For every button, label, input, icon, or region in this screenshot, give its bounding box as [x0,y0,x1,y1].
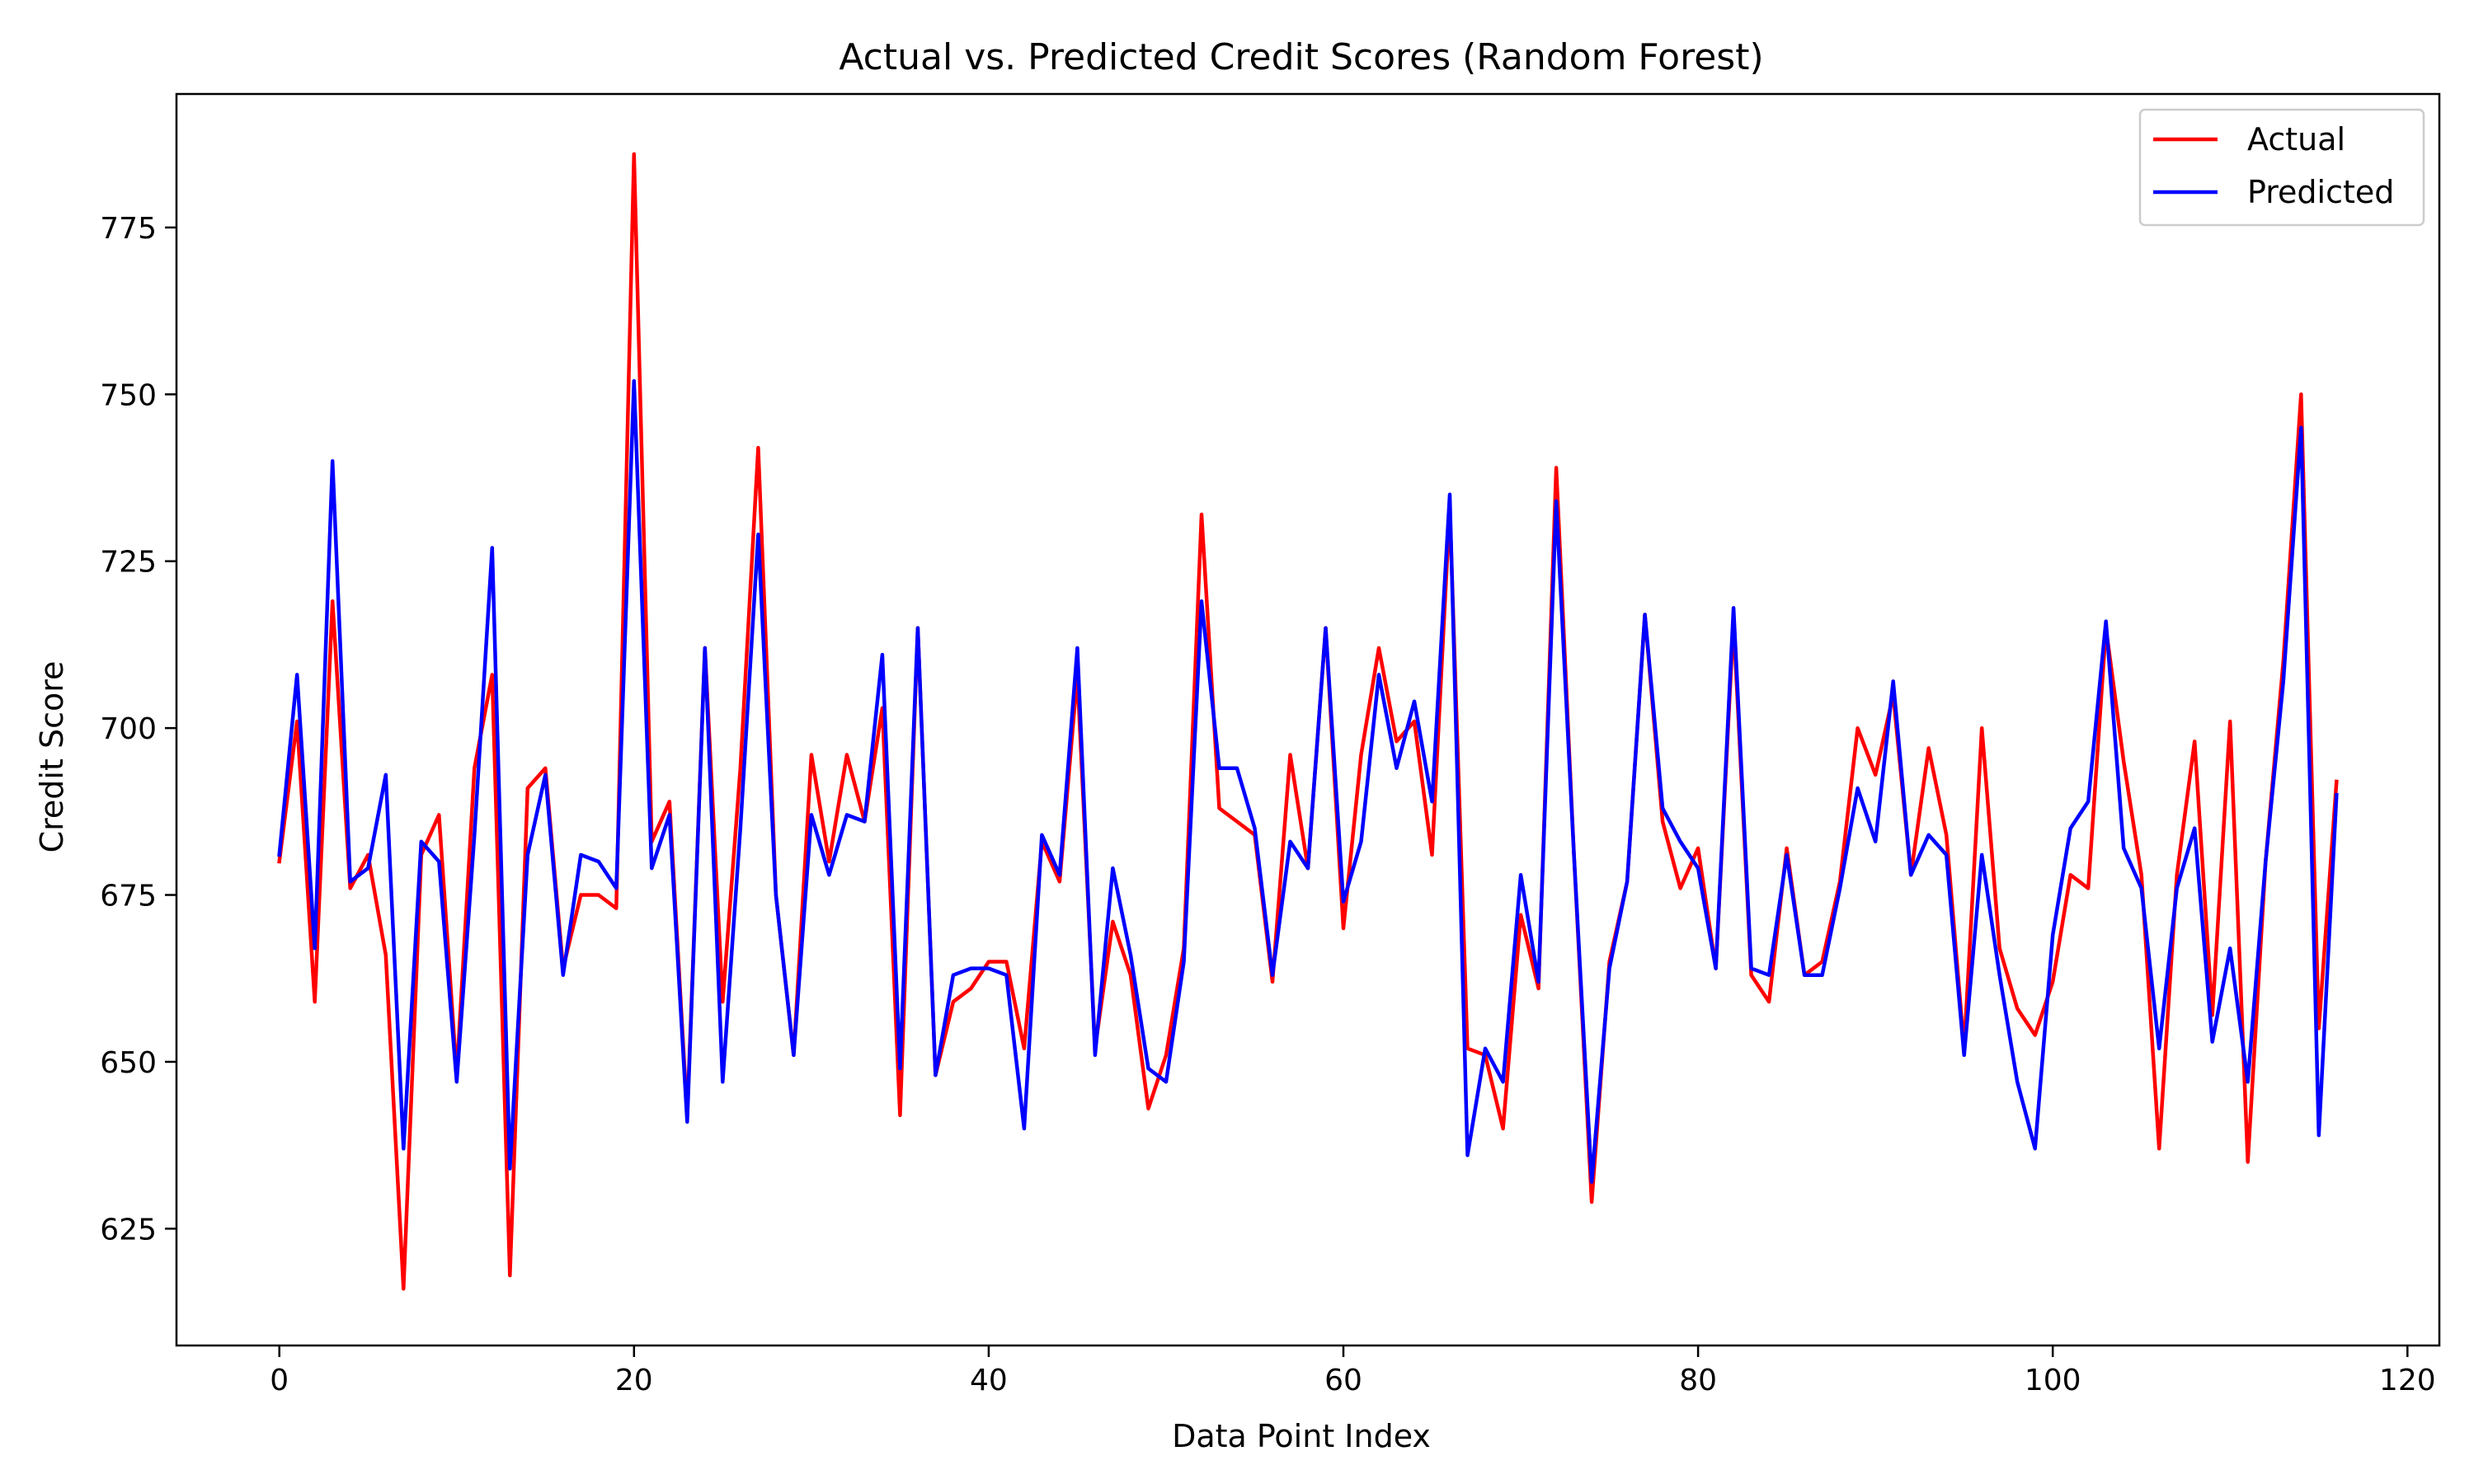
y-tick-label: 650 [100,1046,157,1080]
y-tick-label: 775 [100,212,157,246]
series-line-predicted [277,378,2339,1184]
plot-area: 0 20 40 60 80 100 120 625 650 675 700 725 750 775 [100,92,2441,1397]
y-tick-label: 700 [100,712,157,746]
y-tick-label: 750 [100,378,157,412]
x-tick-label: 20 [615,1364,653,1397]
x-tick-label: 0 [270,1364,289,1397]
legend-label-actual: Actual [2247,121,2345,157]
x-tick-label: 100 [2025,1364,2081,1397]
x-axis-label: Data Point Index [1172,1418,1431,1454]
x-tick-label: 60 [1324,1364,1362,1397]
y-tick-label: 625 [100,1213,157,1247]
y-axis-label: Credit Score [34,661,70,853]
chart-title: Actual vs. Predicted Credit Scores (Rand… [839,36,1763,78]
y-tick-label: 675 [100,880,157,913]
y-tick-label: 725 [100,546,157,580]
legend: Actual Predicted [2138,108,2425,227]
x-tick-label: 80 [1679,1364,1717,1397]
axes-frame [175,92,2441,1347]
x-tick-label: 120 [2379,1364,2436,1397]
x-tick-label: 40 [970,1364,1008,1397]
legend-label-predicted: Predicted [2247,174,2394,210]
